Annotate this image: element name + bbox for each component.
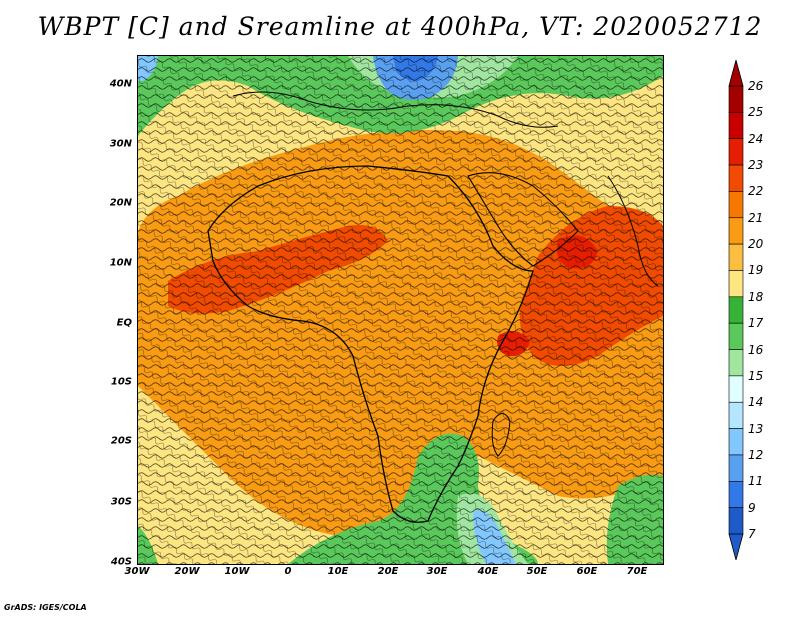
colorbar-box [728,401,744,429]
lon-label: 30E [426,566,448,577]
coastline-india [607,175,659,287]
lon-label: 20W [174,566,200,577]
colorbar-label: 19 [748,263,764,278]
map-panel [137,55,664,565]
colorbar-box [728,191,744,219]
colorbar-label: 25 [748,105,764,120]
colorbar-box [728,428,744,456]
coastline-europe [232,91,559,128]
lon-label: 30W [124,566,150,577]
colorbar-label: 13 [748,421,764,436]
plot-title: WBPT [C] and Sreamline at 400hPa, VT: 20… [37,12,763,41]
colorbar-label: 21 [748,210,764,225]
colorbar-label: 23 [748,158,764,173]
colorbar-label: 9 [748,500,756,515]
colorbar-box [728,375,744,403]
lon-label: 40E [477,566,499,577]
lat-label: 10N [109,257,132,269]
colorbar-box [728,507,744,535]
colorbar-label: 24 [748,131,764,146]
colorbar-box [728,164,744,192]
coastline-arabia [467,172,579,267]
colorbar-label: 12 [748,447,764,462]
colorbar-label: 20 [748,237,764,252]
colorbar [728,60,744,560]
lat-label: EQ [116,317,132,329]
lat-label: 40S [110,556,132,568]
streamline-layer-2 [138,56,663,564]
colorbar-label: 11 [748,474,764,489]
colorbar-label: 7 [748,527,756,541]
coastline-africa [207,165,534,523]
colorbar-box [728,243,744,271]
colorbar-box [728,480,744,508]
colorbar-box [728,217,744,245]
map-svg [138,56,663,564]
colorbar-bottom-arrow [728,533,744,560]
coastline-madagascar [491,413,511,457]
lon-label: 10E [327,566,349,577]
lon-label: 50E [526,566,548,577]
colorbar-box [728,270,744,298]
colorbar-box [728,138,744,166]
colorbar-label: 15 [748,368,764,383]
lat-label: 20S [110,435,132,447]
lon-label: 20E [377,566,399,577]
colorbar-box [728,322,744,350]
colorbar-label: 14 [748,395,764,410]
lat-label: 30N [109,138,132,150]
credit-text: GrADS: IGES/COLA [4,603,87,612]
lon-label: 0 [284,566,292,577]
colorbar-label: 26 [748,79,764,93]
lat-label: 40N [109,78,132,90]
colorbar-box [728,85,744,113]
lat-label: 20N [109,197,132,209]
lat-label: 10S [110,376,132,388]
colorbar-boxes [728,85,744,535]
colorbar-box [728,349,744,377]
lon-label: 60E [576,566,598,577]
colorbar-box [728,454,744,482]
lat-label: 30S [110,496,132,508]
colorbar-label: 16 [748,342,764,357]
colorbar-box [728,112,744,140]
colorbar-box [728,296,744,324]
lon-label: 10W [224,566,250,577]
lon-label: 70E [626,566,648,577]
colorbar-label: 17 [748,316,764,331]
colorbar-label: 18 [748,289,764,304]
colorbar-label: 22 [748,184,764,199]
colorbar-top-arrow [728,60,744,87]
